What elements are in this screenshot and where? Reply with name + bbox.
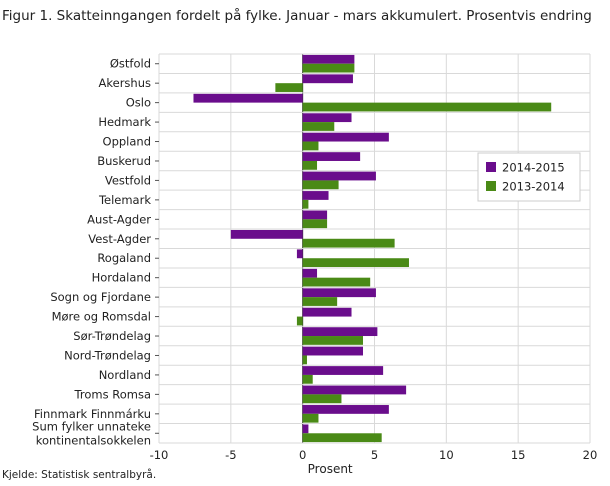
bar-2013-2014-buskerud	[302, 160, 318, 170]
y-tick-label-finnmark-finnm-rku: Finnmark Finnmárku	[34, 407, 151, 421]
bar-2013-2014-oppland	[302, 141, 319, 151]
bar-2014-2015-hordaland	[302, 268, 318, 278]
x-tick-label: 0	[299, 448, 306, 462]
legend-label-2013-2014: 2013-2014	[502, 180, 565, 194]
bar-2014-2015-sogn-og-fjordane	[302, 288, 376, 298]
y-tick-label-sør-trøndelag: Sør-Trøndelag	[73, 329, 151, 343]
figure-title: Figur 1. Skatteinngangen fordelt på fylk…	[2, 8, 592, 24]
bar-2013-2014-østfold	[302, 63, 355, 73]
x-tick-label: 15	[511, 448, 526, 462]
bar-2014-2015-nordland	[302, 366, 384, 375]
x-tick-label: -10	[150, 448, 169, 462]
y-tick-label-vest-agder: Vest-Agder	[88, 232, 151, 246]
bar-2013-2014-akershus	[275, 83, 303, 92]
legend-label-2014-2015: 2014-2015	[502, 161, 565, 175]
y-tick-label-hordaland: Hordaland	[92, 271, 151, 285]
bar-2013-2014-nordland	[302, 374, 313, 384]
y-tick-label-østfold: Østfold	[110, 57, 151, 71]
bar-2014-2015-nord-trøndelag	[302, 346, 364, 356]
y-tick-label-hedmark: Hedmark	[98, 115, 151, 129]
x-axis-title: Prosent	[308, 462, 353, 476]
y-tick-label-vestfold: Vestfold	[105, 173, 151, 187]
bar-2013-2014-finnmark-finnm-rku	[302, 413, 319, 423]
bar-2013-2014-sogn-og-fjordane	[302, 297, 338, 306]
bar-2013-2014-møre-og-romsdal	[296, 316, 303, 326]
y-tick-label-sum-fylker-unnateke-kontinentalsokkelen: Sum fylker unnateke kontinentalsokkelen	[32, 419, 151, 447]
bars	[193, 54, 552, 443]
bar-2013-2014-sør-trøndelag	[302, 336, 364, 345]
bar-2014-2015-møre-og-romsdal	[302, 307, 352, 317]
bar-2013-2014-aust-agder	[302, 219, 328, 229]
y-tick-label-telemark: Telemark	[98, 193, 151, 207]
bar-2014-2015-telemark	[302, 191, 329, 200]
bar-2013-2014-vest-agder	[302, 238, 395, 248]
bar-2014-2015-sum-fylker-unnateke-kontinentalsokkelen	[302, 424, 309, 434]
y-tick-label-rogaland: Rogaland	[97, 251, 151, 265]
bar-2014-2015-akershus	[302, 74, 353, 84]
bar-2013-2014-rogaland	[302, 258, 409, 268]
bar-2013-2014-vestfold	[302, 180, 339, 190]
x-tick-label: 5	[371, 448, 378, 462]
y-tick-label-møre-og-romsdal: Møre og Romsdal	[52, 310, 151, 324]
bar-2013-2014-hedmark	[302, 122, 335, 131]
bar-2014-2015-oslo	[193, 93, 303, 103]
y-tick-label-aust-agder: Aust-Agder	[87, 212, 151, 226]
bar-2014-2015-vestfold	[302, 171, 376, 181]
bar-2014-2015-aust-agder	[302, 210, 328, 220]
y-tick-label-troms-romsa: Troms Romsa	[74, 387, 151, 401]
bar-2014-2015-østfold	[302, 54, 355, 64]
bar-2013-2014-nord-trøndelag	[302, 355, 307, 365]
bar-2014-2015-buskerud	[302, 152, 361, 161]
y-tick-label-oppland: Oppland	[103, 135, 151, 149]
bar-2014-2015-oppland	[302, 132, 389, 142]
y-tick-label-nordland: Nordland	[99, 368, 151, 382]
y-tick-label-akershus: Akershus	[99, 76, 151, 90]
x-tick-label: -5	[225, 448, 236, 462]
axes: -10 -5 0 5 10 15 20 Østfold Akershus Oslo Hedmark O…	[32, 57, 597, 476]
bar-2014-2015-finnmark-finnm-rku	[302, 405, 389, 414]
legend: 2014-2015 2013-2014	[477, 152, 581, 202]
bar-2013-2014-troms-romsa	[302, 394, 342, 404]
bar-2014-2015-hedmark	[302, 113, 352, 123]
legend-box	[477, 152, 581, 202]
x-tick-label: 20	[583, 448, 598, 462]
bar-2013-2014-oslo	[302, 102, 552, 112]
y-tick-label-oslo: Oslo	[126, 96, 151, 110]
legend-swatch-2014-2015	[486, 162, 496, 172]
bar-2014-2015-vest-agder	[230, 229, 303, 239]
bar-2014-2015-troms-romsa	[302, 385, 407, 395]
y-tick-label-nord-trøndelag: Nord-Trøndelag	[64, 348, 151, 362]
bar-2013-2014-telemark	[302, 199, 309, 209]
x-tick-label: 10	[439, 448, 454, 462]
bar-2014-2015-sør-trøndelag	[302, 327, 378, 337]
y-tick-label-sogn-og-fjordane: Sogn og Fjordane	[50, 290, 151, 304]
legend-swatch-2013-2014	[486, 181, 496, 191]
y-tick-label-buskerud: Buskerud	[97, 154, 151, 168]
bar-2013-2014-sum-fylker-unnateke-kontinentalsokkelen	[302, 433, 382, 443]
bar-2014-2015-rogaland	[296, 249, 303, 259]
gridlines	[158, 53, 591, 444]
bar-2013-2014-hordaland	[302, 277, 371, 287]
source-note: Kjelde: Statistisk sentralbyrå.	[2, 469, 157, 481]
